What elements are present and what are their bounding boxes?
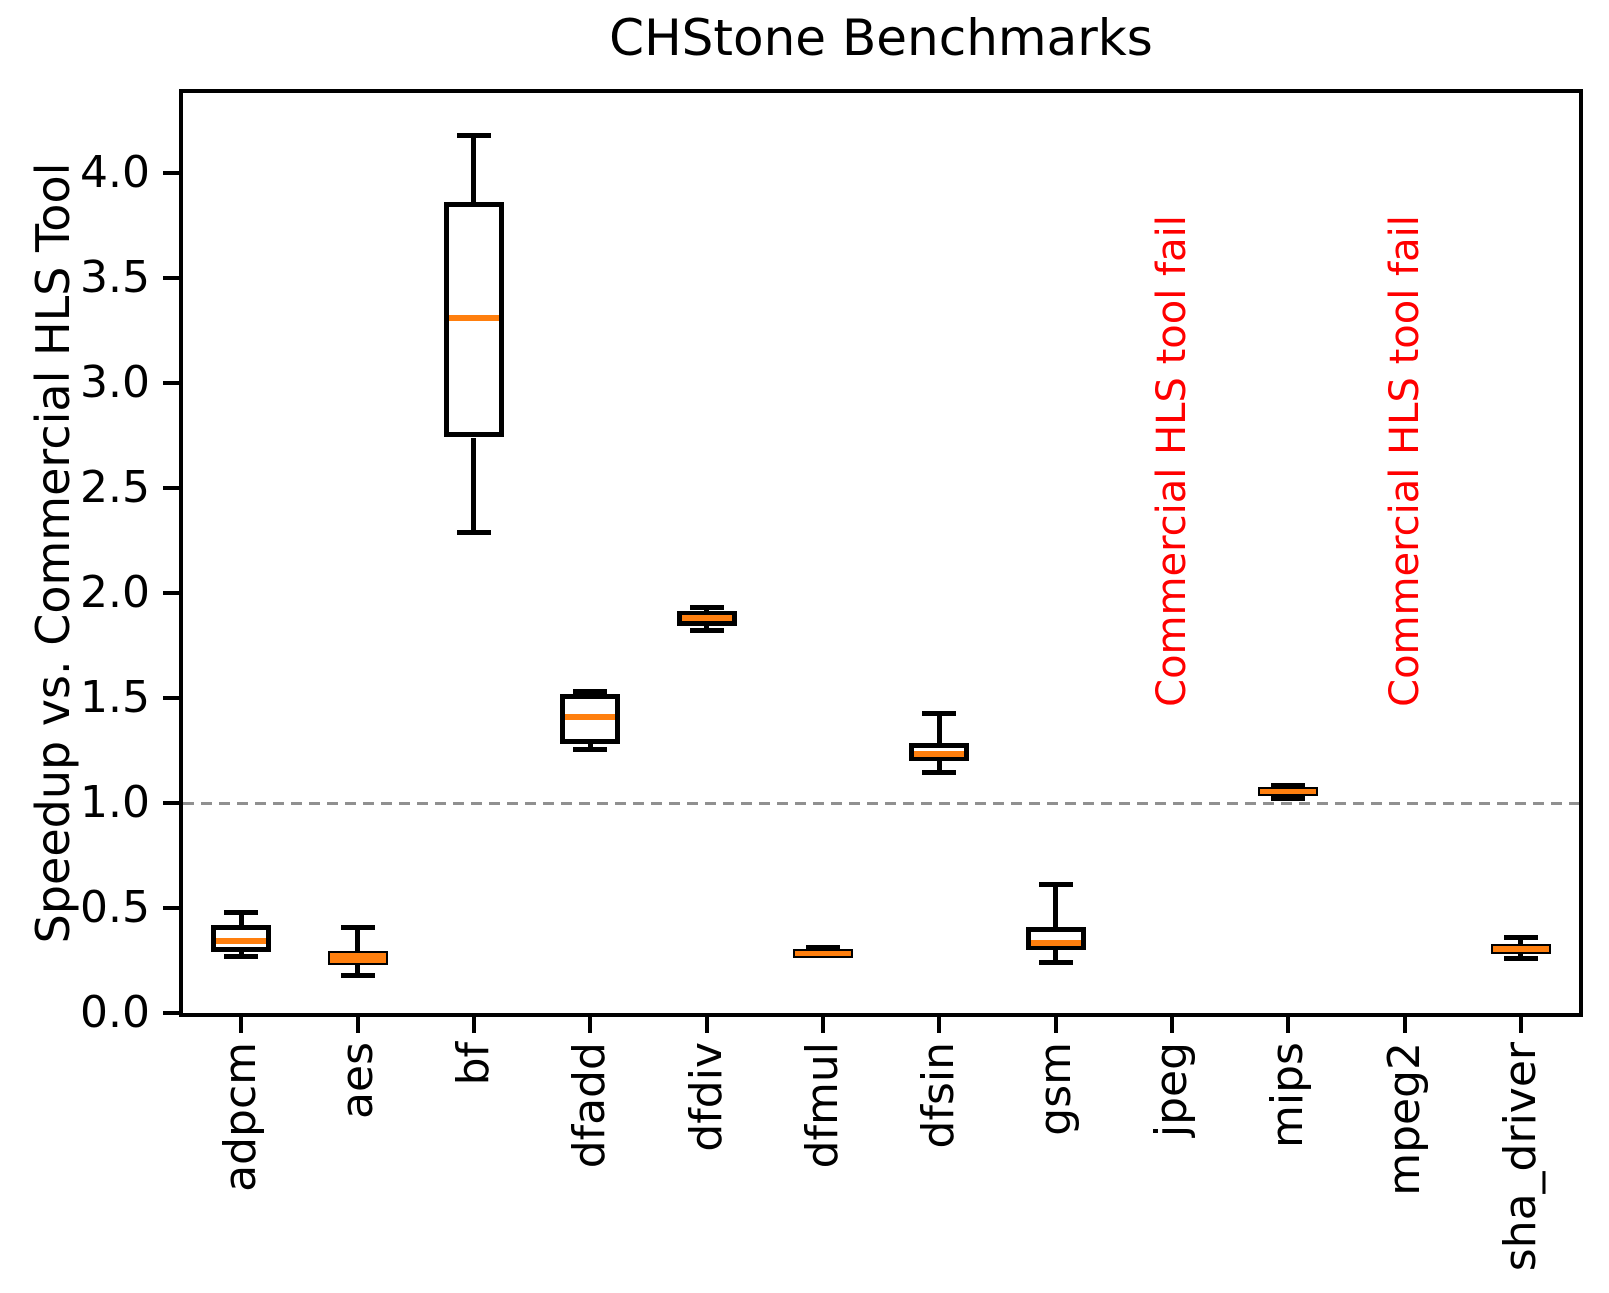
box-gsm — [1025, 926, 1086, 950]
fail-annotation-jpeg: Commercial HLS tool fail — [1148, 214, 1195, 707]
median-sha_driver — [1492, 945, 1549, 953]
x-tick-label-adpcm: adpcm — [215, 1042, 267, 1192]
x-tick-mark-gsm — [1053, 1017, 1058, 1033]
fail-annotation-mpeg2: Commercial HLS tool fail — [1381, 214, 1428, 707]
cap-upper-aes — [340, 925, 375, 931]
whisker-upper-dfsin — [936, 713, 942, 743]
x-tick-label-mpeg2: mpeg2 — [1378, 1042, 1430, 1196]
whisker-lower-dfadd — [587, 744, 593, 750]
cap-lower-adpcm — [224, 953, 259, 959]
y-tick-mark-3.5 — [163, 275, 179, 280]
y-tick-mark-2.5 — [163, 485, 179, 490]
whisker-upper-aes — [355, 927, 360, 951]
cap-lower-dfadd — [573, 746, 608, 752]
y-tick-mark-0.0 — [163, 1011, 179, 1015]
median-aes — [329, 953, 386, 963]
x-tick-mark-mpeg2 — [1402, 1017, 1407, 1033]
y-tick-mark-0.5 — [163, 906, 179, 910]
y-tick-label-3.5: 3.5 — [80, 251, 150, 303]
y-tick-mark-4.0 — [163, 170, 179, 175]
y-tick-label-3.0: 3.0 — [80, 356, 150, 408]
whisker-upper-adpcm — [238, 912, 244, 925]
x-tick-label-jpeg: jpeg — [1145, 1042, 1197, 1138]
whisker-upper-bf — [471, 135, 477, 203]
x-tick-label-aes: aes — [331, 1042, 383, 1119]
chart-title: CHStone Benchmarks — [609, 9, 1153, 67]
median-adpcm — [216, 937, 267, 944]
y-tick-label-0.5: 0.5 — [80, 882, 150, 933]
x-tick-label-mips: mips — [1262, 1042, 1314, 1148]
y-tick-label-2.5: 2.5 — [80, 461, 150, 513]
median-dfmul — [794, 950, 851, 956]
reference-line-1x — [183, 801, 1579, 805]
cap-lower-dfdiv — [689, 628, 724, 634]
cap-upper-dfmul — [805, 945, 840, 951]
median-mips — [1260, 789, 1317, 795]
y-tick-mark-1.0 — [163, 801, 179, 805]
cap-lower-aes — [340, 972, 375, 978]
x-tick-mark-dfadd — [588, 1017, 593, 1033]
y-tick-mark-3.0 — [163, 380, 179, 385]
y-tick-label-4.0: 4.0 — [80, 146, 150, 198]
cap-upper-dfadd — [573, 689, 608, 695]
x-tick-mark-sha_driver — [1518, 1017, 1523, 1033]
median-gsm — [1030, 939, 1081, 946]
median-dfsin — [914, 751, 965, 757]
x-tick-mark-mips — [1286, 1017, 1291, 1033]
x-tick-label-dfmul: dfmul — [796, 1042, 848, 1169]
y-tick-mark-1.5 — [163, 695, 179, 700]
whisker-lower-dfdiv — [704, 625, 709, 631]
cap-upper-mips — [1271, 782, 1306, 788]
y-tick-label-0.0: 0.0 — [80, 987, 150, 1038]
whisker-lower-aes — [355, 964, 360, 976]
median-dfadd — [565, 713, 616, 720]
x-tick-mark-jpeg — [1169, 1017, 1174, 1033]
cap-lower-sha_driver — [1503, 955, 1538, 961]
y-tick-label-2.0: 2.0 — [80, 566, 150, 618]
x-tick-label-dfdiv: dfdiv — [680, 1042, 732, 1152]
x-tick-mark-aes — [355, 1017, 360, 1033]
cap-upper-dfsin — [922, 711, 957, 717]
cap-lower-dfsin — [922, 770, 957, 775]
y-tick-label-1.5: 1.5 — [80, 671, 150, 723]
whisker-lower-dfsin — [936, 760, 942, 773]
plot-area — [179, 89, 1583, 1017]
x-tick-mark-dfdiv — [704, 1017, 709, 1033]
x-tick-mark-dfmul — [820, 1017, 825, 1033]
median-dfdiv — [681, 615, 732, 622]
x-tick-mark-adpcm — [239, 1017, 244, 1033]
whisker-upper-sha_driver — [1518, 937, 1524, 944]
median-bf — [448, 314, 499, 321]
x-tick-label-gsm: gsm — [1029, 1042, 1081, 1136]
whisker-lower-gsm — [1053, 950, 1058, 963]
cap-lower-bf — [456, 529, 491, 535]
x-tick-label-dfsin: dfsin — [913, 1042, 965, 1149]
cap-upper-dfdiv — [689, 605, 724, 611]
whisker-lower-bf — [471, 437, 477, 532]
x-tick-mark-dfsin — [937, 1017, 942, 1033]
cap-upper-gsm — [1038, 882, 1073, 888]
cap-upper-sha_driver — [1503, 934, 1538, 940]
cap-upper-bf — [456, 132, 491, 138]
cap-lower-mips — [1271, 796, 1306, 802]
cap-lower-gsm — [1038, 960, 1073, 966]
whisker-upper-gsm — [1053, 884, 1058, 927]
x-tick-mark-bf — [471, 1017, 476, 1033]
x-tick-label-bf: bf — [447, 1042, 499, 1086]
x-tick-label-dfadd: dfadd — [564, 1042, 616, 1169]
x-tick-label-sha_driver: sha_driver — [1494, 1042, 1546, 1272]
y-tick-mark-2.0 — [163, 590, 179, 595]
cap-upper-adpcm — [224, 909, 259, 915]
y-tick-label-1.0: 1.0 — [80, 777, 150, 828]
